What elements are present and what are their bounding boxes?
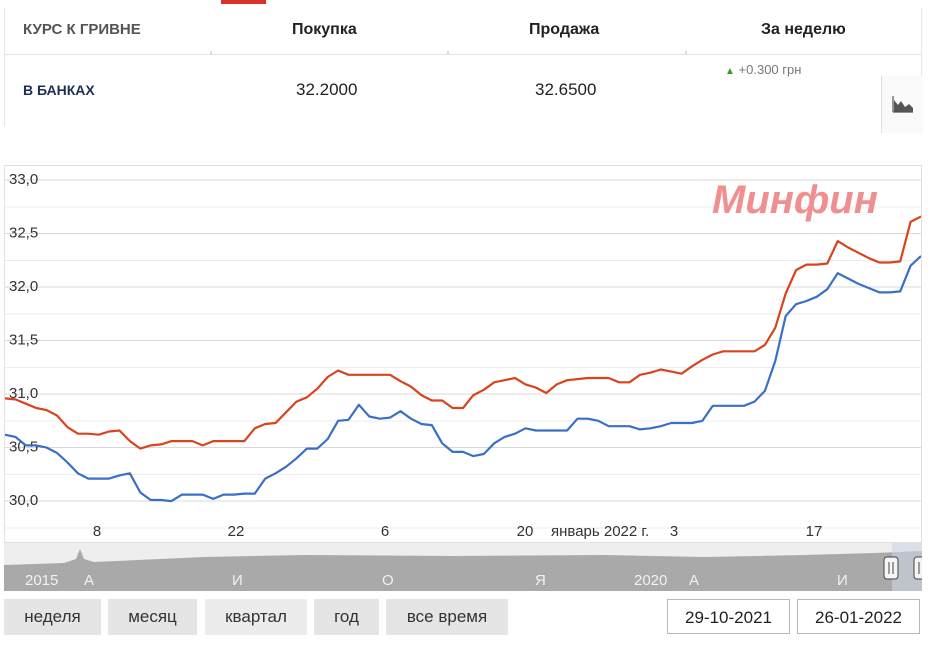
x-tick-label: 8 bbox=[93, 523, 101, 540]
navigator-handle-right[interactable] bbox=[913, 556, 929, 580]
show-chart-button[interactable] bbox=[881, 76, 923, 133]
period-year-button[interactable]: год bbox=[314, 599, 379, 635]
navigator-label: О bbox=[382, 572, 394, 589]
navigator-handle-left[interactable] bbox=[883, 556, 899, 580]
header-sell: Продажа bbox=[529, 21, 600, 38]
header-divider bbox=[210, 51, 212, 54]
rate-table-header: КУРС К ГРИВНЕ Покупка Продажа За неделю bbox=[5, 8, 921, 55]
navigator-svg: 2015 А И О Я 2020 А И bbox=[4, 543, 929, 591]
date-to-field[interactable]: 26-01-2022 bbox=[797, 599, 920, 634]
week-change-value: +0.300 грн bbox=[738, 62, 802, 77]
period-month-button[interactable]: месяц bbox=[108, 599, 197, 635]
navigator-label: Я bbox=[535, 572, 546, 589]
x-tick-label: 6 bbox=[381, 523, 389, 540]
header-divider bbox=[447, 51, 449, 54]
x-tick-label: 20 bbox=[517, 523, 534, 540]
navigator-label: И bbox=[837, 572, 848, 589]
header-week: За неделю bbox=[761, 21, 846, 38]
y-tick-label: 31,5 bbox=[9, 332, 38, 349]
week-change: ▲ +0.300 грн bbox=[725, 62, 801, 77]
header-title: КУРС К ГРИВНЕ bbox=[23, 21, 141, 38]
period-label: январь 2022 г. bbox=[551, 523, 649, 540]
y-tick-label: 30,0 bbox=[9, 492, 38, 509]
arrow-up-icon: ▲ bbox=[725, 66, 735, 77]
period-all-button[interactable]: все время bbox=[386, 599, 508, 635]
navigator-label: А bbox=[689, 572, 699, 589]
x-tick-label: 3 bbox=[670, 523, 678, 540]
minfin-watermark: Минфин bbox=[712, 178, 878, 222]
y-tick-label: 32,0 bbox=[9, 278, 38, 295]
active-tab-indicator bbox=[221, 0, 266, 4]
buy-rate: 32.2000 bbox=[296, 80, 358, 99]
sell-rate: 32.6500 bbox=[535, 80, 597, 99]
date-from-field[interactable]: 29-10-2021 bbox=[667, 599, 790, 634]
y-tick-label: 32,5 bbox=[9, 225, 38, 242]
header-buy: Покупка bbox=[292, 21, 357, 38]
period-week-button[interactable]: неделя bbox=[4, 599, 101, 635]
x-tick-label: 22 bbox=[228, 523, 245, 540]
rate-chart[interactable]: 33,0 32,5 32,0 31,5 31,0 30,5 30,0 Минфин 8 22 6… bbox=[4, 165, 922, 543]
row-label: В БАНКАХ bbox=[23, 82, 95, 98]
rate-table: КУРС К ГРИВНЕ Покупка Продажа За неделю … bbox=[4, 8, 923, 133]
chart-navigator[interactable]: 2015 А И О Я 2020 А И bbox=[4, 543, 929, 591]
period-quarter-button[interactable]: квартал bbox=[205, 599, 307, 635]
y-tick-label: 30,5 bbox=[9, 439, 38, 456]
navigator-label: 2020 bbox=[634, 572, 667, 589]
area-chart-icon bbox=[892, 96, 913, 113]
header-divider bbox=[685, 51, 687, 54]
y-tick-label: 33,0 bbox=[9, 171, 38, 188]
navigator-label: И bbox=[232, 572, 243, 589]
navigator-label: 2015 bbox=[25, 572, 58, 589]
sell-rate-line bbox=[4, 215, 922, 450]
chart-svg: 33,0 32,5 32,0 31,5 31,0 30,5 30,0 Минфин 8 22 6… bbox=[4, 171, 922, 540]
y-tick-label: 31,0 bbox=[9, 385, 38, 402]
navigator-label: А bbox=[84, 572, 94, 589]
buy-rate-line bbox=[4, 255, 922, 503]
x-tick-label: 17 bbox=[806, 523, 823, 540]
